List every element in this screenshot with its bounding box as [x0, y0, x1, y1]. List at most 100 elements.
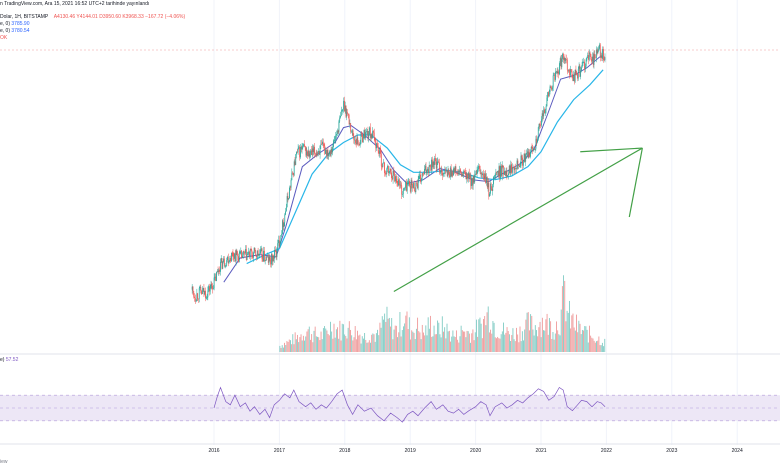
volume-bar [386, 306, 388, 352]
candle-body [530, 147, 532, 153]
candle-body [362, 138, 364, 143]
candle-body [281, 234, 283, 236]
candle-body [561, 58, 563, 68]
ma-slow-legend[interactable]: e, 0) 3780.54 [0, 28, 29, 34]
volume-bar [492, 320, 494, 352]
symbol-legend[interactable]: Dolar, 1H, BITSTAMP A4130.46 Y4144.01 D3… [0, 14, 185, 20]
volume-bar [325, 328, 327, 352]
candle-body [286, 196, 288, 208]
volume-bar [352, 340, 354, 352]
volume-bar [536, 330, 537, 352]
volume-bar [289, 340, 291, 352]
rsi-legend[interactable]: e) 57.52 [0, 357, 18, 363]
candle-body [285, 211, 286, 215]
candle-body [235, 250, 237, 262]
candle-body [431, 159, 432, 171]
candle-body [365, 132, 367, 139]
volume-bar [565, 321, 567, 352]
candle-body [277, 243, 279, 248]
trend-arrow[interactable] [393, 147, 643, 293]
candle-body [464, 172, 466, 173]
candle-body [231, 252, 232, 262]
candle-body [307, 151, 308, 156]
candle-body [298, 147, 300, 149]
volume-bar [414, 339, 416, 352]
volume-bar [487, 306, 489, 352]
candle-body [293, 172, 294, 176]
candle-body [302, 146, 304, 147]
candle-body [544, 109, 546, 114]
volume-bar [371, 334, 373, 352]
volume-bar [596, 341, 597, 352]
candle-body [358, 144, 360, 146]
volume-bar [419, 332, 421, 352]
volume-bar [305, 336, 307, 352]
candle-body [213, 277, 215, 289]
candle-body [431, 159, 433, 168]
volume-bar [454, 337, 456, 352]
candle-body [289, 187, 290, 199]
candle-body [250, 248, 252, 251]
volume-bar [434, 334, 436, 352]
candle-body [475, 173, 477, 175]
candle-body [395, 176, 396, 182]
candle-body [200, 287, 202, 292]
candle-body [355, 139, 356, 143]
volume-bar [558, 334, 560, 352]
volume-bar [291, 344, 293, 352]
candle-body [575, 69, 577, 74]
volume-bar [439, 334, 441, 352]
volume-bar [315, 336, 317, 352]
candle-body [288, 198, 290, 200]
candle-body [471, 178, 472, 186]
volume-bar [446, 323, 448, 352]
candle-body [238, 253, 240, 262]
volume-legend[interactable]: OK [0, 35, 8, 41]
volume-bar [304, 340, 306, 352]
candle-body [300, 146, 301, 158]
moving-averages [223, 56, 604, 283]
volume-bar [306, 331, 308, 352]
candle-body [307, 150, 309, 156]
candle-body [260, 248, 262, 250]
candle-body [528, 152, 530, 158]
rsi-series-line [213, 386, 606, 423]
volume-bar [292, 334, 294, 352]
candle-body [473, 175, 475, 183]
volume-bar [435, 334, 437, 352]
volume-bar [421, 324, 423, 352]
candle-body [513, 168, 515, 171]
candle-body [420, 178, 422, 182]
candle-body [526, 153, 527, 155]
candle-body [366, 130, 368, 132]
candle-body [375, 140, 377, 149]
candle-body [450, 167, 452, 177]
candle-body [533, 148, 535, 150]
volume-bar [426, 335, 428, 352]
candle-body [429, 165, 431, 167]
candle-body [402, 194, 403, 195]
candle-body [460, 169, 461, 173]
rsi-band [0, 394, 780, 422]
volume-bar [354, 326, 356, 352]
candle-body [326, 150, 328, 155]
volume-bar [393, 329, 395, 352]
volume-bar [500, 334, 502, 352]
candle-body [329, 151, 330, 155]
candle-body [260, 249, 261, 254]
ma-fast-legend[interactable]: e, 0) 3785.90 [0, 21, 29, 27]
candle-body [451, 172, 453, 177]
volume-bar [357, 330, 358, 352]
candle-body [346, 112, 348, 117]
candle-body [352, 130, 354, 136]
volume-bar [367, 342, 369, 352]
volume-bar [520, 341, 522, 352]
candle-body [244, 252, 246, 254]
candle-body [357, 137, 359, 144]
candle-body [480, 173, 482, 174]
candle-body [278, 240, 279, 244]
candle-body [198, 288, 200, 299]
volume-bar [540, 337, 542, 352]
trend-arrow-head-bottom [628, 147, 643, 218]
